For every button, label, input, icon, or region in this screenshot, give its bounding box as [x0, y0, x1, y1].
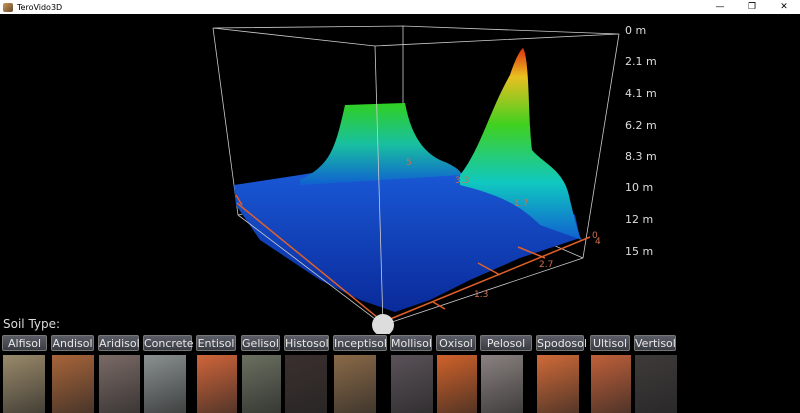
axis-tick-label: 5 [406, 158, 412, 168]
soil-button-concrete[interactable]: Concrete [143, 335, 194, 351]
app-icon [3, 2, 13, 12]
soil-button-histosol[interactable]: Histosol [284, 335, 329, 351]
soil-image-entisol[interactable] [197, 355, 237, 413]
soil-button-mollisol[interactable]: Mollisol [390, 335, 432, 351]
depth-label: 0 m [625, 24, 647, 37]
soil-image-aridisol[interactable] [99, 355, 140, 413]
surface-peak-summit [460, 48, 582, 240]
soil-button-aridisol[interactable]: Aridisol [98, 335, 140, 351]
soil-button-ultisol[interactable]: Ultisol [590, 335, 630, 351]
surface-peak-plateau [300, 103, 462, 185]
axis-tick-label: 4 [595, 237, 601, 247]
soil-button-alfisol[interactable]: Alfisol [2, 335, 47, 351]
soil-type-label: Soil Type: [3, 317, 61, 331]
soil-button-vertisol[interactable]: Vertisol [634, 335, 676, 351]
soil-button-inceptisol[interactable]: Inceptisol [333, 335, 387, 351]
soil-button-spodosol[interactable]: Spodosol [536, 335, 587, 351]
soil-image-spodosol[interactable] [537, 355, 579, 413]
soil-image-ultisol[interactable] [591, 355, 631, 413]
minimize-button[interactable]: — [715, 2, 725, 12]
ground-axes [235, 194, 591, 323]
soil-image-concrete[interactable] [144, 355, 186, 413]
depth-label: 10 m [625, 181, 654, 194]
soil-image-mollisol[interactable] [391, 355, 433, 413]
depth-label: 8.3 m [625, 150, 657, 163]
depth-label: 4.1 m [625, 87, 657, 100]
depth-label: 2.1 m [625, 55, 657, 68]
soil-image-alfisol[interactable] [3, 355, 45, 413]
soil-button-entisol[interactable]: Entisol [196, 335, 236, 351]
bounding-box-front [237, 45, 584, 326]
soil-button-andisol[interactable]: Andisol [51, 335, 94, 351]
window-title: TeroVido3D [17, 2, 63, 12]
soil-image-gelisol[interactable] [242, 355, 281, 413]
close-button[interactable]: ✕ [780, 2, 788, 12]
axis-tick-label: 1.3 [474, 290, 488, 300]
depth-label: 12 m [625, 213, 654, 226]
title-bar: TeroVido3D — ❐ ✕ [0, 0, 800, 14]
soil-button-oxisol[interactable]: Oxisol [436, 335, 476, 351]
restore-button[interactable]: ❐ [747, 2, 757, 12]
soil-image-oxisol[interactable] [437, 355, 477, 413]
soil-image-histosol[interactable] [285, 355, 327, 413]
rotation-handle[interactable] [372, 314, 394, 334]
soil-button-pelosol[interactable]: Pelosol [480, 335, 532, 351]
surface-floor [234, 165, 580, 312]
axis-tick-label: 1.7 [514, 199, 528, 209]
depth-label: 15 m [625, 245, 654, 258]
soil-image-vertisol[interactable] [635, 355, 677, 413]
axis-tick-label: 0 [592, 231, 598, 241]
soil-image-andisol[interactable] [52, 355, 94, 413]
axis-tick-label: 2.7 [539, 260, 553, 270]
soil-image-inceptisol[interactable] [334, 355, 376, 413]
soil-image-pelosol[interactable] [481, 355, 523, 413]
soil-button-gelisol[interactable]: Gelisol [241, 335, 280, 351]
3d-plot-viewport[interactable]: 5 3.3 1.7 1.3 2.7 0 4 [0, 14, 800, 334]
depth-label: 6.2 m [625, 119, 657, 132]
axis-tick-label: 3.3 [455, 176, 469, 186]
